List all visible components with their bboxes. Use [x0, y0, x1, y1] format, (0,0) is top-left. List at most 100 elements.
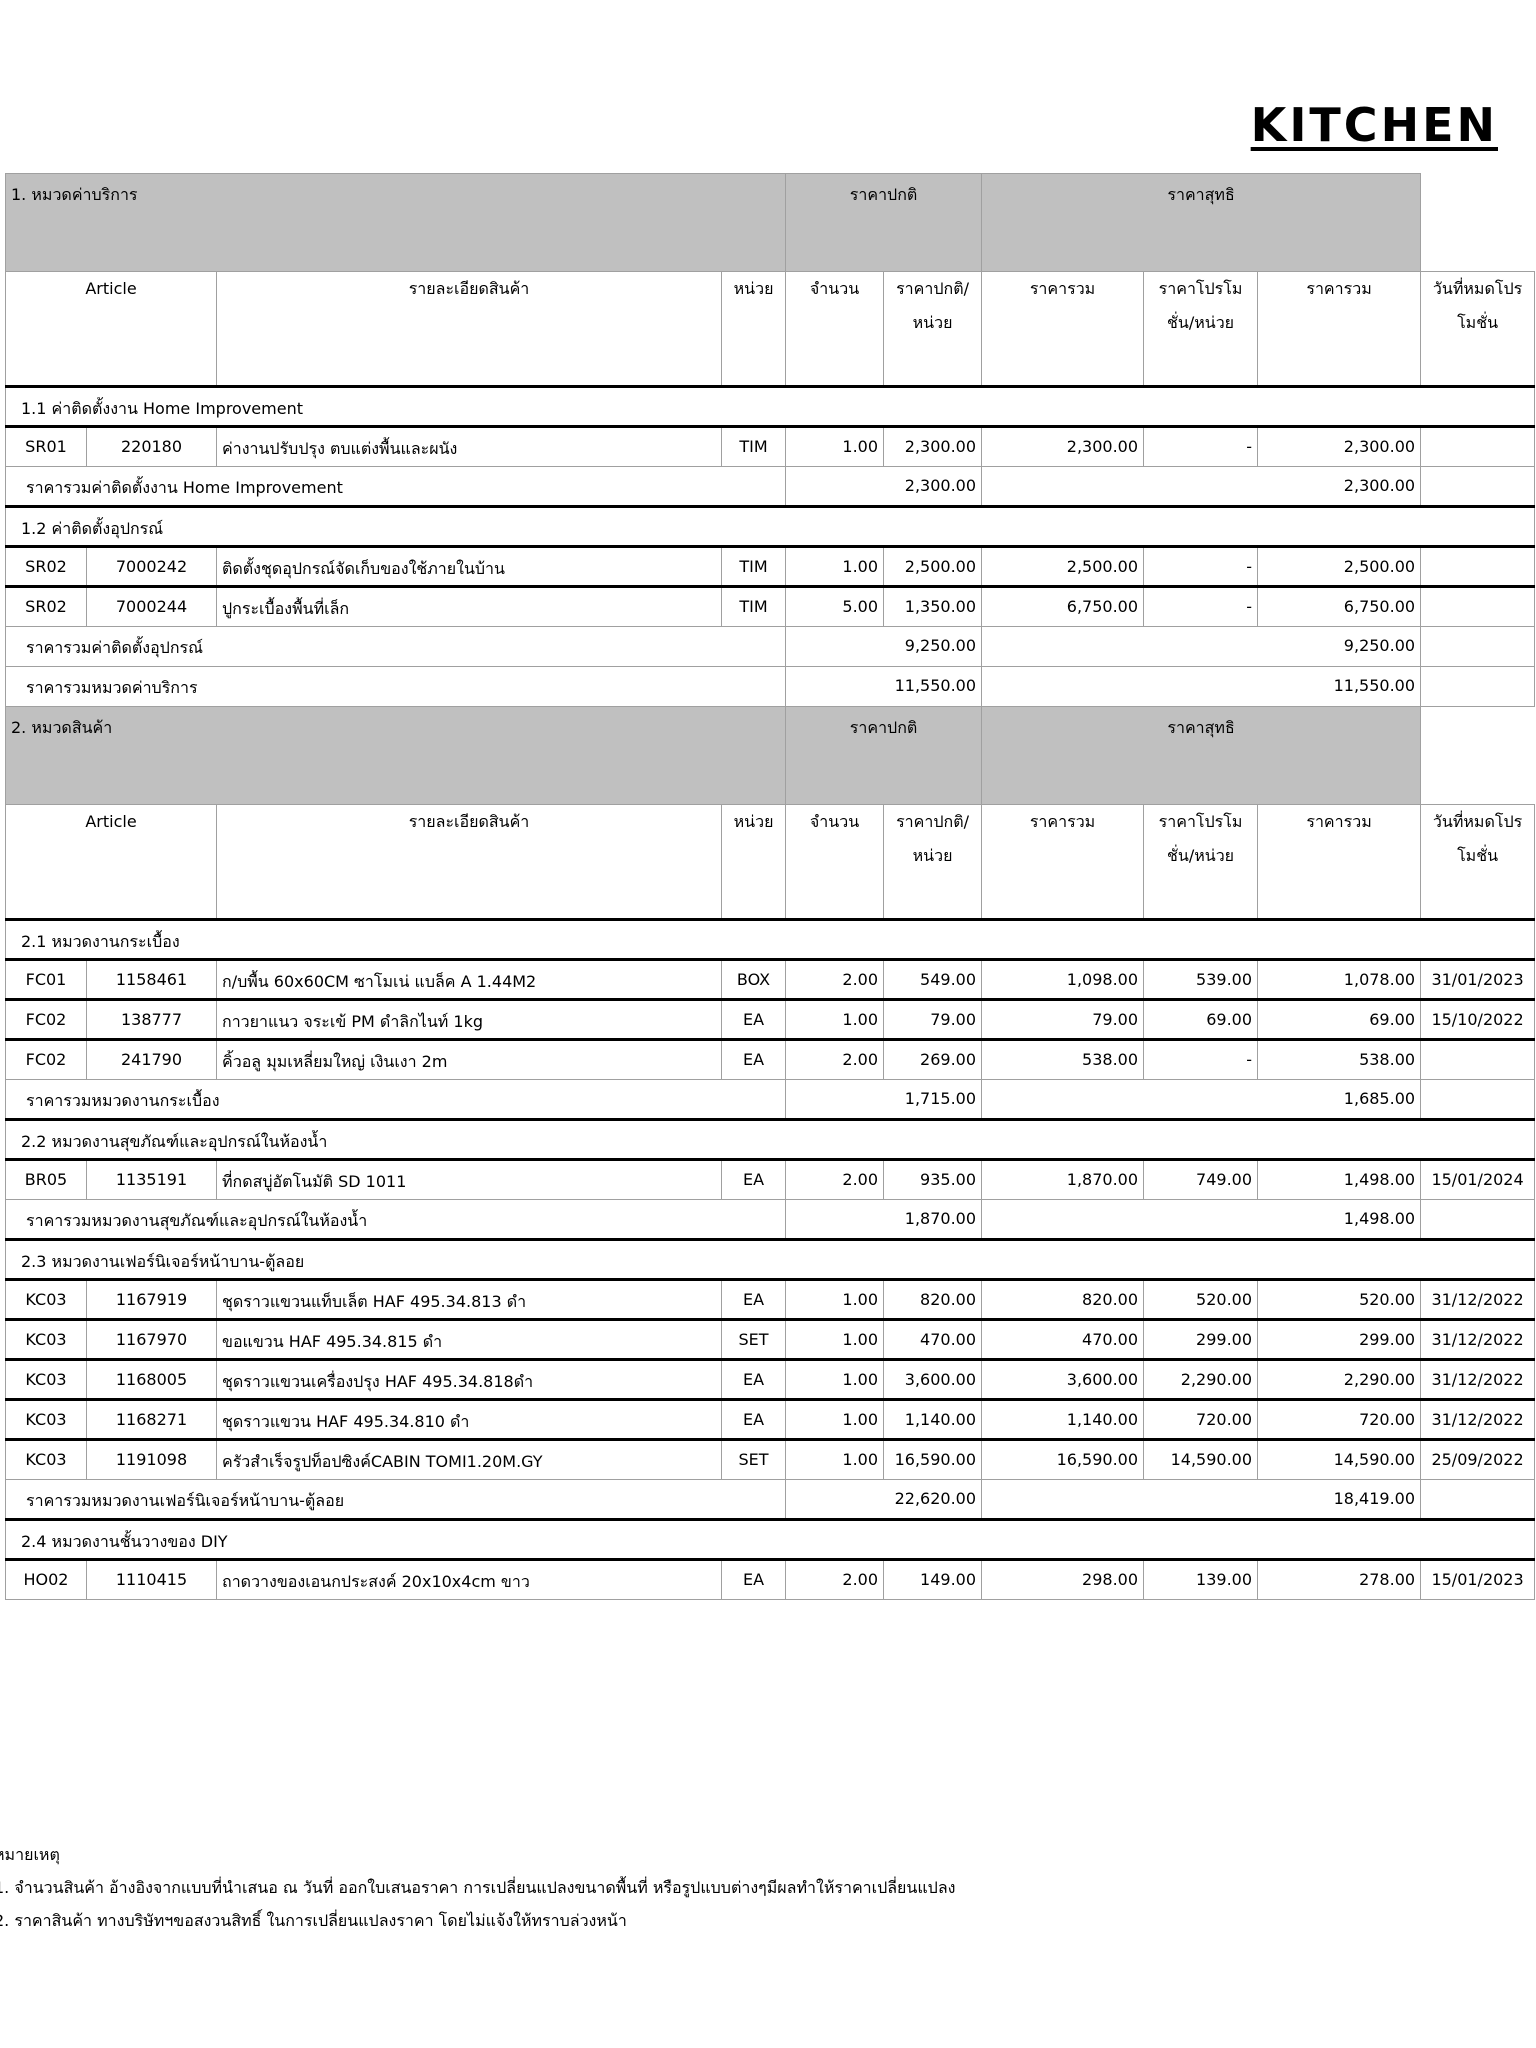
description: ติดตั้งชุดอุปกรณ์จัดเก็บของใช้ภายในบ้าน	[216, 545, 722, 587]
description: ชุดราวแขวน HAF 495.34.810 ดำ	[216, 1398, 722, 1440]
section-title: 2.1 หมวดงานกระเบื้อง	[4, 918, 1536, 960]
net-total: 2,290.00	[1257, 1358, 1422, 1400]
promo-end-date: 31/12/2022	[1420, 1358, 1536, 1400]
regular-total: 6,750.00	[981, 585, 1145, 627]
quantity-header: จำนวน	[785, 804, 885, 921]
regular-total: 470.00	[981, 1318, 1145, 1360]
notes: หมายเหตุ 1. จำนวนสินค้า อ้างอิงจากแบบที่…	[0, 1838, 955, 1937]
subtotal-row: ราคารวมหมวดงานกระเบื้อง 1,715.00 1,685.00	[4, 1079, 1536, 1120]
article-number: 1191098	[86, 1438, 217, 1480]
subtotal-row: ราคารวมค่าติดตั้งงาน Home Improvement 2,3…	[4, 466, 1536, 507]
quantity: 1.00	[785, 1358, 885, 1400]
category-code: FC02	[5, 1038, 87, 1080]
promo-end-date: 31/01/2023	[1420, 958, 1536, 1000]
net-total: 299.00	[1257, 1318, 1422, 1360]
regular-total: 298.00	[981, 1558, 1145, 1600]
unit: EA	[720, 1038, 787, 1080]
unit: SET	[720, 1438, 787, 1480]
regular-total: 820.00	[981, 1278, 1145, 1320]
total-label: ราคารวมหมวดค่าบริการ	[4, 666, 787, 707]
promo-unit-price: 14,590.00	[1143, 1438, 1259, 1480]
table-row: FC01 1158461 ก/บพื้น 60x60CM ซาโมเน่ แบล็ค…	[5, 958, 1536, 1000]
unit-price: 1,350.00	[883, 585, 983, 627]
promo-unit-price: 749.00	[1143, 1158, 1259, 1200]
section-row: 2.1 หมวดงานกระเบื้อง	[4, 918, 1536, 960]
category-code: KC03	[5, 1318, 87, 1360]
unit-price: 16,590.00	[883, 1438, 983, 1480]
category-code: KC03	[5, 1358, 87, 1400]
net-total: 538.00	[1257, 1038, 1422, 1080]
group-header-row: 1. หมวดค่าบริการ ราคาปกติ ราคาสุทธิ	[4, 173, 1535, 272]
promo-end-date: 25/09/2022	[1420, 1438, 1536, 1480]
unit: EA	[720, 998, 787, 1040]
regular-total: 1,098.00	[981, 958, 1145, 1000]
section-row: 1.1 ค่าติดตั้งงาน Home Improvement	[4, 385, 1536, 427]
description: คิ้วอลู มุมเหลี่ยมใหญ่ เงินเงา 2m	[216, 1038, 722, 1080]
unit-price: 1,140.00	[883, 1398, 983, 1440]
column-header-row: Article รายละเอียดสินค้า หน่วย จำนวน ราคาปกต…	[5, 271, 1536, 388]
article-header: Article	[5, 271, 217, 388]
table-row: BR05 1135191 ที่กดสบู่อัตโนมัติ SD 1011 EA 2…	[5, 1158, 1536, 1200]
page-title: KITCHEN	[1250, 98, 1498, 152]
subtotal-net: 9,250.00	[981, 626, 1422, 667]
subtotal-regular: 22,620.00	[785, 1479, 983, 1520]
promo-unit-price: -	[1143, 585, 1259, 627]
article-header: Article	[5, 804, 217, 921]
quantity: 1.00	[785, 998, 885, 1040]
column-header-row: Article รายละเอียดสินค้า หน่วย จำนวน ราคาปกต…	[5, 804, 1536, 921]
promo-end-date	[1420, 585, 1536, 627]
unit-price: 3,600.00	[883, 1358, 983, 1400]
note-line: 2. ราคาสินค้า ทางบริษัทฯขอสงวนสิทธิ์ ในก…	[0, 1911, 627, 1930]
quantity: 1.00	[785, 1318, 885, 1360]
section-row: 2.4 หมวดงานชั้นวางของ DIY	[4, 1518, 1536, 1560]
quantity: 2.00	[785, 958, 885, 1000]
table-row: HO02 1110415 ถาดวางของเอนกประสงค์ 20x10x4c…	[5, 1558, 1536, 1600]
unit-price: 79.00	[883, 998, 983, 1040]
unit-price: 549.00	[883, 958, 983, 1000]
description-header: รายละเอียดสินค้า	[216, 804, 722, 921]
empty-cell	[1420, 626, 1536, 667]
promo-unit-price: 520.00	[1143, 1278, 1259, 1320]
regular-total: 79.00	[981, 998, 1145, 1040]
empty-cell	[1420, 1199, 1536, 1240]
table-row: KC03 1168271 ชุดราวแขวน HAF 495.34.810 ดำ E…	[5, 1398, 1536, 1440]
net-total: 278.00	[1257, 1558, 1422, 1600]
subtotal-label: ราคารวมหมวดงานเฟอร์นิเจอร์หน้าบาน-ตู้ลอย	[4, 1479, 787, 1520]
net-total: 520.00	[1257, 1278, 1422, 1320]
promo-price-header: ราคาโปรโมชั่น/หน่วย	[1143, 804, 1259, 921]
unit-header: หน่วย	[720, 804, 787, 921]
unit-price: 2,300.00	[883, 425, 983, 467]
unit: EA	[720, 1358, 787, 1400]
net-total-header: ราคารวม	[1257, 271, 1422, 388]
subtotal-net: 1,498.00	[981, 1199, 1422, 1240]
regular-price-header: ราคาปกติ	[785, 173, 983, 272]
unit: SET	[720, 1318, 787, 1360]
subtotal-regular: 9,250.00	[785, 626, 983, 667]
note-line: 1. จำนวนสินค้า อ้างอิงจากแบบที่นำเสนอ ณ …	[0, 1878, 956, 1897]
table-row: KC03 1168005 ชุดราวแขวนเครื่องปรุง HAF 495…	[5, 1358, 1536, 1400]
regular-total-header: ราคารวม	[981, 271, 1145, 388]
promo-unit-price: 539.00	[1143, 958, 1259, 1000]
quantity: 2.00	[785, 1038, 885, 1080]
promo-unit-price: 139.00	[1143, 1558, 1259, 1600]
article-number: 7000242	[86, 545, 217, 587]
section-title: 2.2 หมวดงานสุขภัณฑ์และอุปกรณ์ในห้องน้ำ	[4, 1118, 1536, 1160]
net-total: 69.00	[1257, 998, 1422, 1040]
promo-end-date: 15/01/2023	[1420, 1558, 1536, 1600]
unit-price: 820.00	[883, 1278, 983, 1320]
description: ที่กดสบู่อัตโนมัติ SD 1011	[216, 1158, 722, 1200]
promo-unit-price: -	[1143, 1038, 1259, 1080]
regular-total: 16,590.00	[981, 1438, 1145, 1480]
section-row: 1.2 ค่าติดตั้งอุปกรณ์	[4, 505, 1536, 547]
article-number: 1167919	[86, 1278, 217, 1320]
regular-total: 2,300.00	[981, 425, 1145, 467]
category-code: KC03	[5, 1438, 87, 1480]
description: กาวยาแนว จระเข้ PM ดำลิกไนท์ 1kg	[216, 998, 722, 1040]
regular-total: 1,870.00	[981, 1158, 1145, 1200]
article-number: 241790	[86, 1038, 217, 1080]
unit: TIM	[720, 425, 787, 467]
article-number: 138777	[86, 998, 217, 1040]
description: ขอแขวน HAF 495.34.815 ดำ	[216, 1318, 722, 1360]
quantity-header: จำนวน	[785, 271, 885, 388]
article-number: 1135191	[86, 1158, 217, 1200]
